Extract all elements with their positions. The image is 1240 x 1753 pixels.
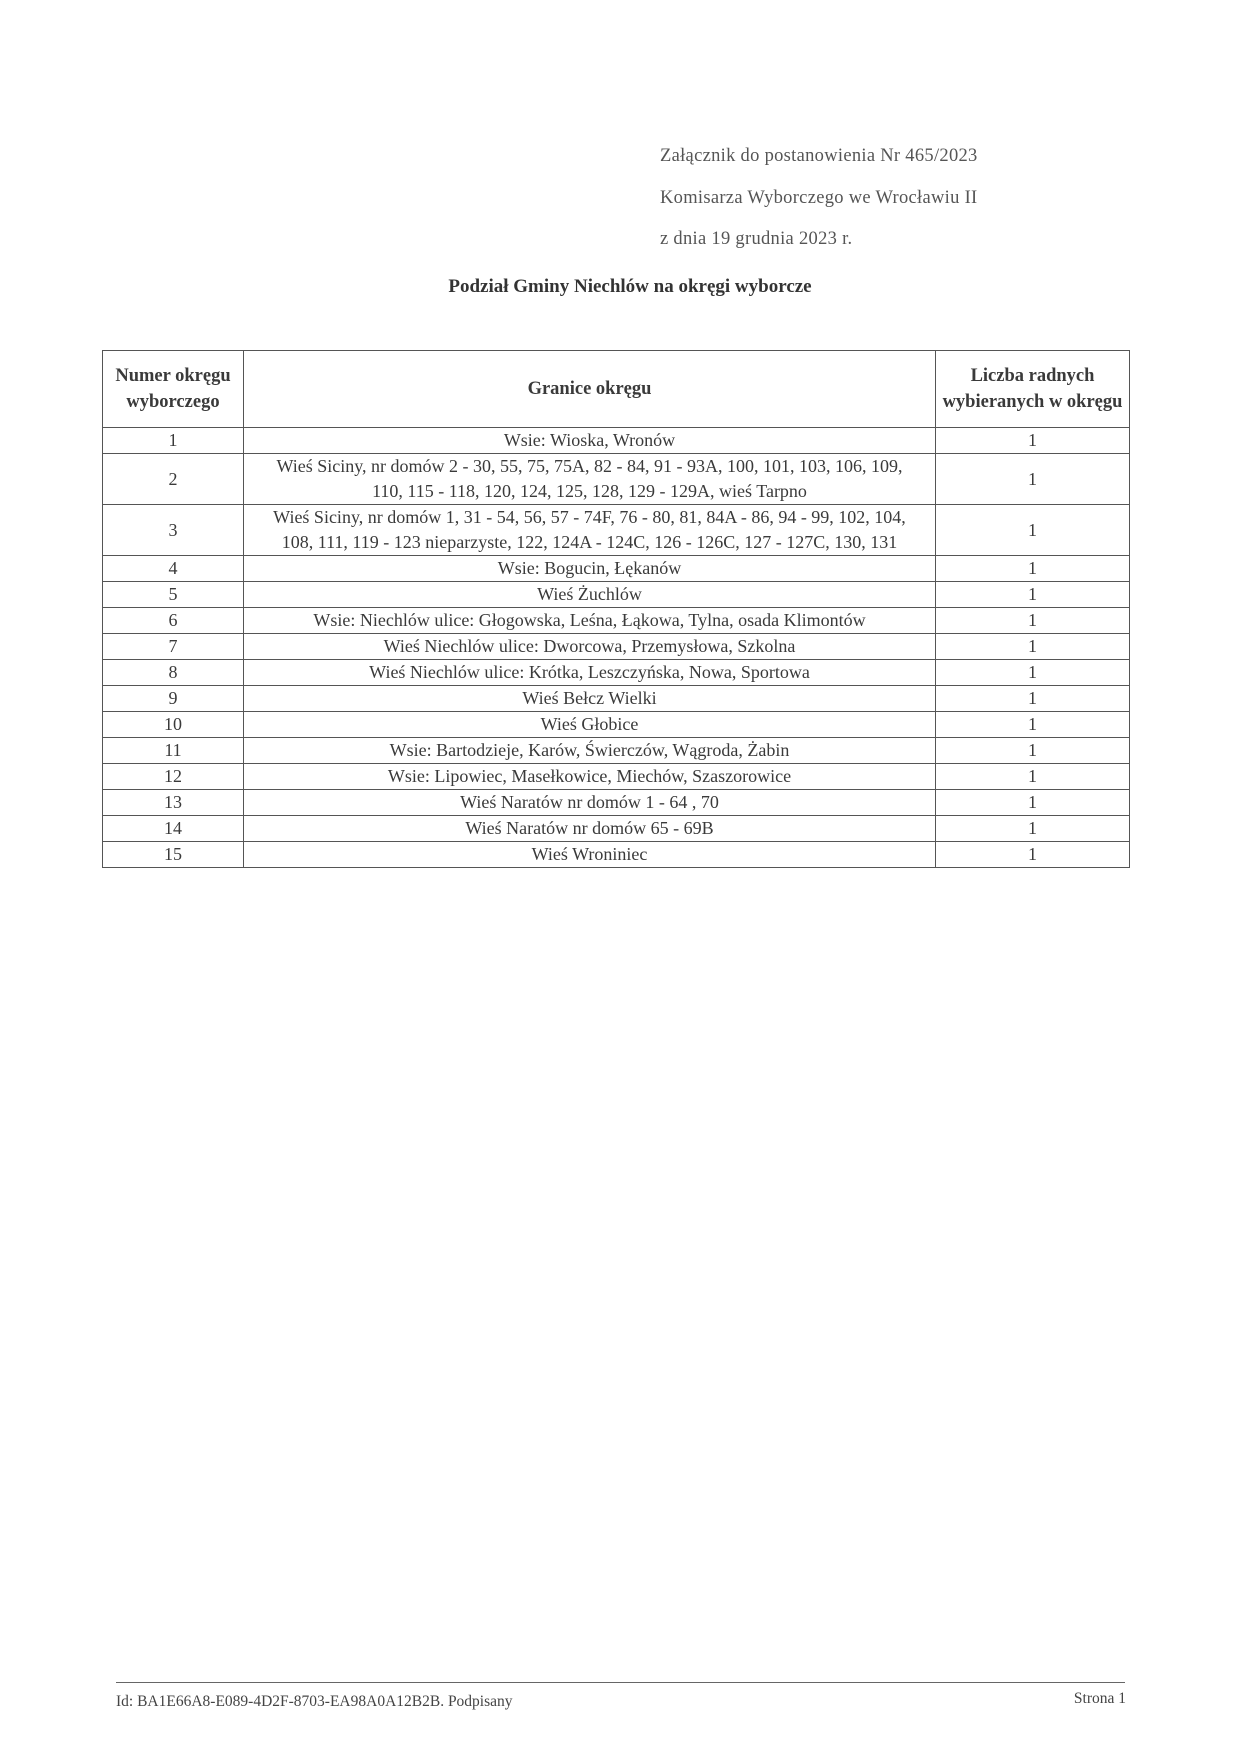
- councillor-count: 1: [935, 453, 1130, 505]
- table-row: 8 Wieś Niechlów ulice: Krótka, Leszczyńsk…: [102, 659, 1130, 686]
- councillor-count: 1: [935, 607, 1130, 634]
- district-bounds: Wieś Siciny, nr domów 2 - 30, 55, 75, 75…: [243, 453, 936, 505]
- column-header-number: Numer okręgu wyborczego: [102, 350, 244, 428]
- district-number: 4: [102, 555, 244, 582]
- table-row: 10 Wieś Głobice 1: [102, 711, 1130, 738]
- district-bounds: Wieś Bełcz Wielki: [243, 685, 936, 712]
- district-bounds: Wsie: Niechlów ulice: Głogowska, Leśna, …: [243, 607, 936, 634]
- district-number: 10: [102, 711, 244, 738]
- district-number: 11: [102, 737, 244, 764]
- attachment-line-3: z dnia 19 grudnia 2023 r.: [660, 229, 853, 249]
- councillor-count: 1: [935, 763, 1130, 790]
- district-number: 15: [102, 841, 244, 868]
- district-bounds: Wieś Siciny, nr domów 1, 31 - 54, 56, 57…: [243, 504, 936, 556]
- attachment-line-2: Komisarza Wyborczego we Wrocławiu II: [660, 188, 978, 208]
- district-bounds: Wieś Głobice: [243, 711, 936, 738]
- district-bounds: Wieś Niechlów ulice: Krótka, Leszczyńska…: [243, 659, 936, 686]
- column-header-bounds: Granice okręgu: [243, 350, 936, 428]
- table-row: 3 Wieś Siciny, nr domów 1, 31 - 54, 56, 5…: [102, 504, 1130, 556]
- district-bounds: Wsie: Bartodzieje, Karów, Świerczów, Wąg…: [243, 737, 936, 764]
- district-number: 8: [102, 659, 244, 686]
- table-row: 4 Wsie: Bogucin, Łękanów 1: [102, 555, 1130, 582]
- councillor-count: 1: [935, 555, 1130, 582]
- district-number: 2: [102, 453, 244, 505]
- councillor-count: 1: [935, 711, 1130, 738]
- district-bounds: Wieś Wroniniec: [243, 841, 936, 868]
- districts-table: Numer okręgu wyborczego Granice okręgu L…: [102, 350, 1130, 868]
- footer-document-id: Id: BA1E66A8-E089-4D2F-8703-EA98A0A12B2B…: [116, 1693, 513, 1710]
- councillor-count: 1: [935, 427, 1130, 454]
- table-header-row: Numer okręgu wyborczego Granice okręgu L…: [102, 350, 1130, 428]
- district-number: 1: [102, 427, 244, 454]
- district-bounds: Wsie: Wioska, Wronów: [243, 427, 936, 454]
- councillor-count: 1: [935, 685, 1130, 712]
- column-header-count: Liczba radnych wybieranych w okręgu: [935, 350, 1130, 428]
- table-row: 11 Wsie: Bartodzieje, Karów, Świerczów, W…: [102, 737, 1130, 764]
- councillor-count: 1: [935, 841, 1130, 868]
- table-row: 5 Wieś Żuchlów 1: [102, 581, 1130, 608]
- table-row: 13 Wieś Naratów nr domów 1 - 64 , 70 1: [102, 789, 1130, 816]
- councillor-count: 1: [935, 659, 1130, 686]
- councillor-count: 1: [935, 815, 1130, 842]
- district-number: 13: [102, 789, 244, 816]
- footer-divider: [116, 1682, 1125, 1683]
- footer-page-number: Strona 1: [1073, 1690, 1126, 1707]
- table-row: 1 Wsie: Wioska, Wronów 1: [102, 427, 1130, 454]
- district-bounds: Wieś Naratów nr domów 1 - 64 , 70: [243, 789, 936, 816]
- district-bounds: Wieś Niechlów ulice: Dworcowa, Przemysło…: [243, 633, 936, 660]
- councillor-count: 1: [935, 581, 1130, 608]
- district-number: 14: [102, 815, 244, 842]
- table-row: 6 Wsie: Niechlów ulice: Głogowska, Leśna,…: [102, 607, 1130, 634]
- attachment-line-1: Załącznik do postanowienia Nr 465/2023: [660, 146, 978, 166]
- district-number: 3: [102, 504, 244, 556]
- table-row: 2 Wieś Siciny, nr domów 2 - 30, 55, 75, 7…: [102, 453, 1130, 505]
- table-row: 14 Wieś Naratów nr domów 65 - 69B 1: [102, 815, 1130, 842]
- district-number: 5: [102, 581, 244, 608]
- councillor-count: 1: [935, 504, 1130, 556]
- table-row: 15 Wieś Wroniniec 1: [102, 841, 1130, 868]
- councillor-count: 1: [935, 633, 1130, 660]
- table-row: 12 Wsie: Lipowiec, Masełkowice, Miechów, …: [102, 763, 1130, 790]
- district-bounds: Wieś Naratów nr domów 65 - 69B: [243, 815, 936, 842]
- district-number: 12: [102, 763, 244, 790]
- councillor-count: 1: [935, 789, 1130, 816]
- district-number: 6: [102, 607, 244, 634]
- councillor-count: 1: [935, 737, 1130, 764]
- district-bounds: Wsie: Bogucin, Łękanów: [243, 555, 936, 582]
- table-row: 9 Wieś Bełcz Wielki 1: [102, 685, 1130, 712]
- district-bounds: Wieś Żuchlów: [243, 581, 936, 608]
- document-title: Podział Gminy Niechlów na okręgi wyborcz…: [448, 276, 812, 297]
- district-number: 9: [102, 685, 244, 712]
- district-bounds: Wsie: Lipowiec, Masełkowice, Miechów, Sz…: [243, 763, 936, 790]
- district-number: 7: [102, 633, 244, 660]
- table-row: 7 Wieś Niechlów ulice: Dworcowa, Przemysł…: [102, 633, 1130, 660]
